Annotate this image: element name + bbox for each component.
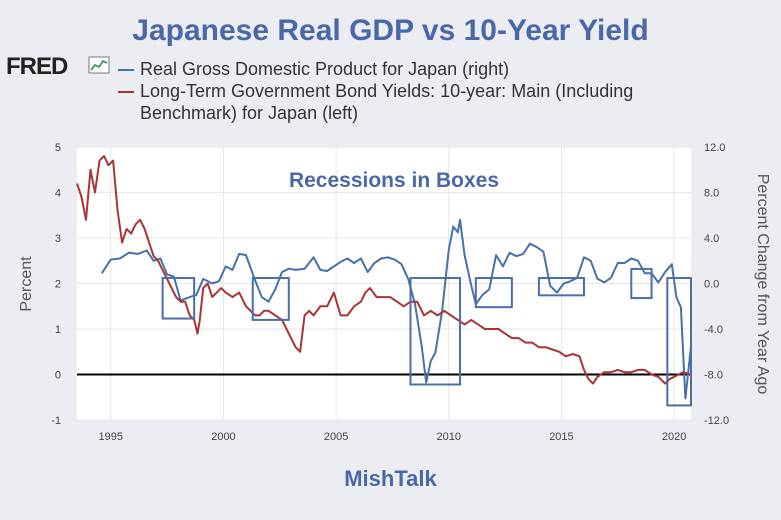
y-tick-label-right: 4.0 xyxy=(704,233,719,245)
y-axis-title-right: Percent Change from Year Ago xyxy=(754,174,771,395)
footer-source: MishTalk xyxy=(344,466,437,491)
x-tick-label: 2015 xyxy=(549,431,573,443)
legend-item-yield: Long-Term Government Bond Yields: 10-yea… xyxy=(118,80,678,124)
y-tick-label-left: -1 xyxy=(51,415,61,427)
x-tick-label: 2005 xyxy=(324,431,348,443)
x-tick-label: 2010 xyxy=(437,431,461,443)
y-tick-label-right: 12.0 xyxy=(704,142,725,154)
y-tick-label-left: 4 xyxy=(55,188,61,200)
recession-box xyxy=(630,267,653,300)
recession-box xyxy=(409,277,462,386)
y-tick-label-left: 1 xyxy=(55,324,61,336)
series-line-yield xyxy=(76,155,692,385)
recession-box xyxy=(251,277,290,321)
y-tick-label-right: -4.0 xyxy=(704,324,723,336)
y-tick-label-left: 0 xyxy=(55,370,61,382)
legend-label-gdp: Real Gross Domestic Product for Japan (r… xyxy=(140,59,510,79)
legend-swatch-gdp xyxy=(118,69,134,71)
x-tick-label: 2020 xyxy=(662,431,686,443)
y-tick-label-right: 8.0 xyxy=(704,188,719,200)
chart-annotation: Recessions in Boxes xyxy=(289,169,499,192)
y-tick-label-right: 0.0 xyxy=(704,279,719,291)
y-tick-label-right: -12.0 xyxy=(704,415,729,427)
recession-box xyxy=(161,277,196,320)
y-tick-label-left: 5 xyxy=(55,142,61,154)
fred-logo: FRED xyxy=(6,53,68,80)
series-line-gdp xyxy=(100,218,692,400)
y-tick-label-right: -8.0 xyxy=(704,370,723,382)
legend: Real Gross Domestic Product for Japan (r… xyxy=(118,58,678,124)
legend-item-gdp: Real Gross Domestic Product for Japan (r… xyxy=(118,58,678,80)
legend-swatch-yield xyxy=(118,91,134,93)
recession-box xyxy=(666,277,693,407)
chart-title: Japanese Real GDP vs 10-Year Yield xyxy=(132,14,649,47)
x-tick-label: 2000 xyxy=(211,431,235,443)
y-tick-label-left: 2 xyxy=(55,279,61,291)
recession-box xyxy=(537,277,585,297)
recession-box xyxy=(474,277,513,309)
y-tick-label-left: 3 xyxy=(55,233,61,245)
legend-label-yield: Long-Term Government Bond Yields: 10-yea… xyxy=(140,81,634,123)
x-tick-label: 1995 xyxy=(99,431,123,443)
chart-line-icon xyxy=(88,56,110,74)
y-axis-title-left: Percent xyxy=(18,256,35,312)
